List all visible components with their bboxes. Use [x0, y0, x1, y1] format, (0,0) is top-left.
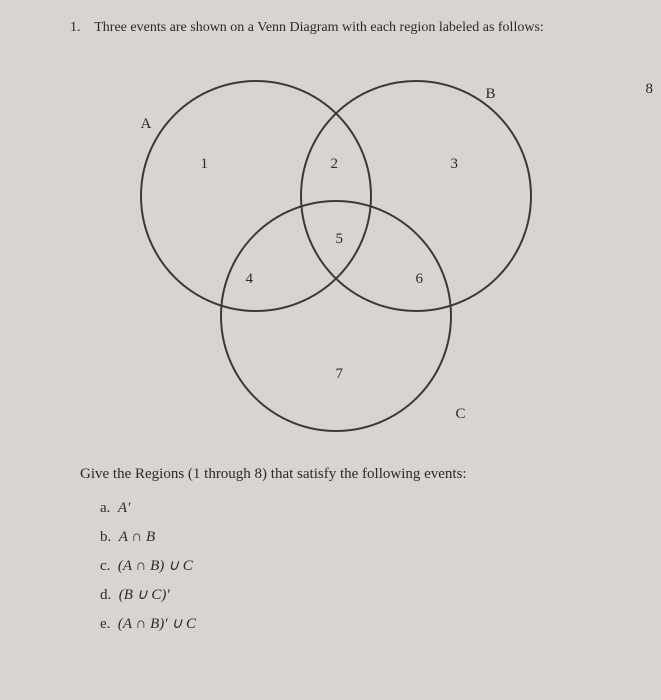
answer-expr: (B ∪ C)′	[119, 587, 170, 603]
region-3: 3	[451, 156, 459, 173]
set-label-a: A	[141, 116, 152, 133]
answer-expr: A ∩ B	[119, 529, 155, 545]
answer-e: e. (A ∩ B)′ ∪ C	[100, 611, 611, 638]
answer-d: d. (B ∪ C)′	[100, 582, 611, 609]
answer-letter: a.	[100, 500, 110, 516]
answer-b: b. A ∩ B	[100, 524, 611, 551]
region-6: 6	[416, 271, 424, 288]
region-7: 7	[336, 366, 344, 383]
answer-expr: (A ∩ B) ∪ C	[118, 558, 193, 574]
venn-svg	[81, 56, 581, 436]
answer-a: a. A′	[100, 495, 611, 522]
question-header: 1. Three events are shown on a Venn Diag…	[50, 20, 611, 36]
region-2: 2	[331, 156, 339, 173]
question-number: 1.	[70, 20, 81, 35]
set-label-b: B	[486, 86, 496, 103]
venn-diagram: A B C 1 2 3 4 5 6 7 8	[81, 56, 581, 436]
region-8: 8	[646, 81, 654, 98]
answer-expr: A′	[118, 500, 130, 516]
answer-letter: b.	[100, 529, 111, 545]
answer-letter: e.	[100, 616, 110, 632]
region-4: 4	[246, 271, 254, 288]
answer-list: a. A′ b. A ∩ B c. (A ∩ B) ∪ C d. (B ∪ C)…	[50, 495, 611, 638]
region-5: 5	[336, 231, 344, 248]
region-1: 1	[201, 156, 209, 173]
answer-expr: (A ∩ B)′ ∪ C	[118, 616, 196, 632]
set-label-c: C	[456, 406, 466, 423]
question-text: Three events are shown on a Venn Diagram…	[94, 20, 544, 35]
circle-a	[141, 81, 371, 311]
answer-c: c. (A ∩ B) ∪ C	[100, 553, 611, 580]
answer-letter: d.	[100, 587, 111, 603]
prompt: Give the Regions (1 through 8) that sati…	[50, 466, 611, 483]
answer-letter: c.	[100, 558, 110, 574]
